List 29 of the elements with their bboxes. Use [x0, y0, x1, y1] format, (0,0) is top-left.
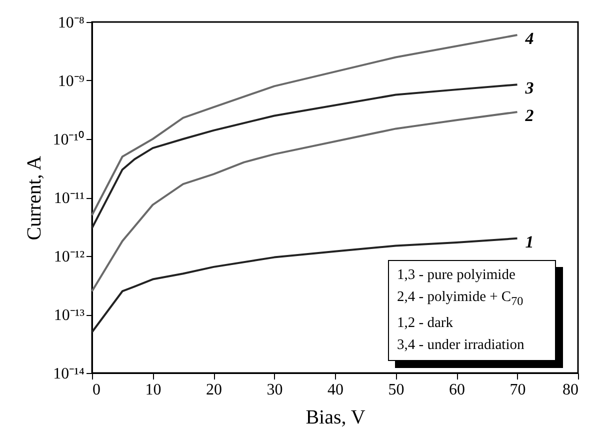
line-series [91, 34, 518, 216]
x-tick-label: 80 [562, 382, 578, 398]
y-tick-label: 10⁻¹⁴ [53, 366, 85, 382]
x-tick-label: 20 [206, 382, 222, 398]
series-label: 4 [524, 28, 534, 48]
x-tick-label: 60 [449, 382, 465, 398]
x-tick-label: 70 [510, 382, 526, 398]
annotation: 1,3 - pure polyimide [397, 266, 516, 285]
y-tick-label: 10⁻⁸ [58, 14, 84, 32]
y-tick-label: 10⁻⁹ [58, 73, 85, 90]
series-label: 1 [525, 232, 534, 252]
line-series [91, 84, 518, 230]
y-tick-label: 10⁻¹¹ [54, 190, 85, 207]
x-axis-title: Bias, V [306, 406, 366, 428]
x-tick-label: 40 [328, 382, 344, 398]
annotation: 1,2 - dark [397, 314, 454, 333]
annotation: 3,4 - under irradiation [397, 336, 526, 355]
annotation: 2,4 - polyimide + C$_{70}$ [397, 288, 524, 310]
x-tick-label: 50 [388, 382, 404, 398]
line-series [91, 110, 518, 292]
x-tick-label: 30 [266, 382, 283, 398]
x-tick-label: 0 [92, 382, 100, 398]
y-tick-label: 10⁻¹² [54, 248, 85, 266]
y-tick-label: 10⁻¹³ [54, 307, 85, 324]
series-label: 2 [524, 106, 534, 125]
series-label: 3 [524, 78, 534, 98]
y-tick-label: 10⁻¹⁰ [52, 130, 84, 148]
x-tick-label: 10 [145, 382, 162, 398]
y-axis-title: Current, A [24, 155, 46, 240]
